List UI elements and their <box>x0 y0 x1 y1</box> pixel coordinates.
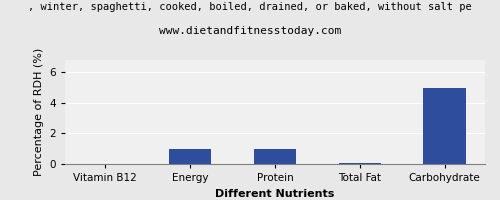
Bar <box>169 149 212 164</box>
Bar <box>424 88 466 164</box>
Bar <box>254 149 296 164</box>
X-axis label: Different Nutrients: Different Nutrients <box>216 189 334 199</box>
Y-axis label: Percentage of RDH (%): Percentage of RDH (%) <box>34 48 44 176</box>
Bar <box>338 163 381 164</box>
Text: www.dietandfitnesstoday.com: www.dietandfitnesstoday.com <box>159 26 341 36</box>
Text: , winter, spaghetti, cooked, boiled, drained, or baked, without salt pe: , winter, spaghetti, cooked, boiled, dra… <box>28 2 472 12</box>
